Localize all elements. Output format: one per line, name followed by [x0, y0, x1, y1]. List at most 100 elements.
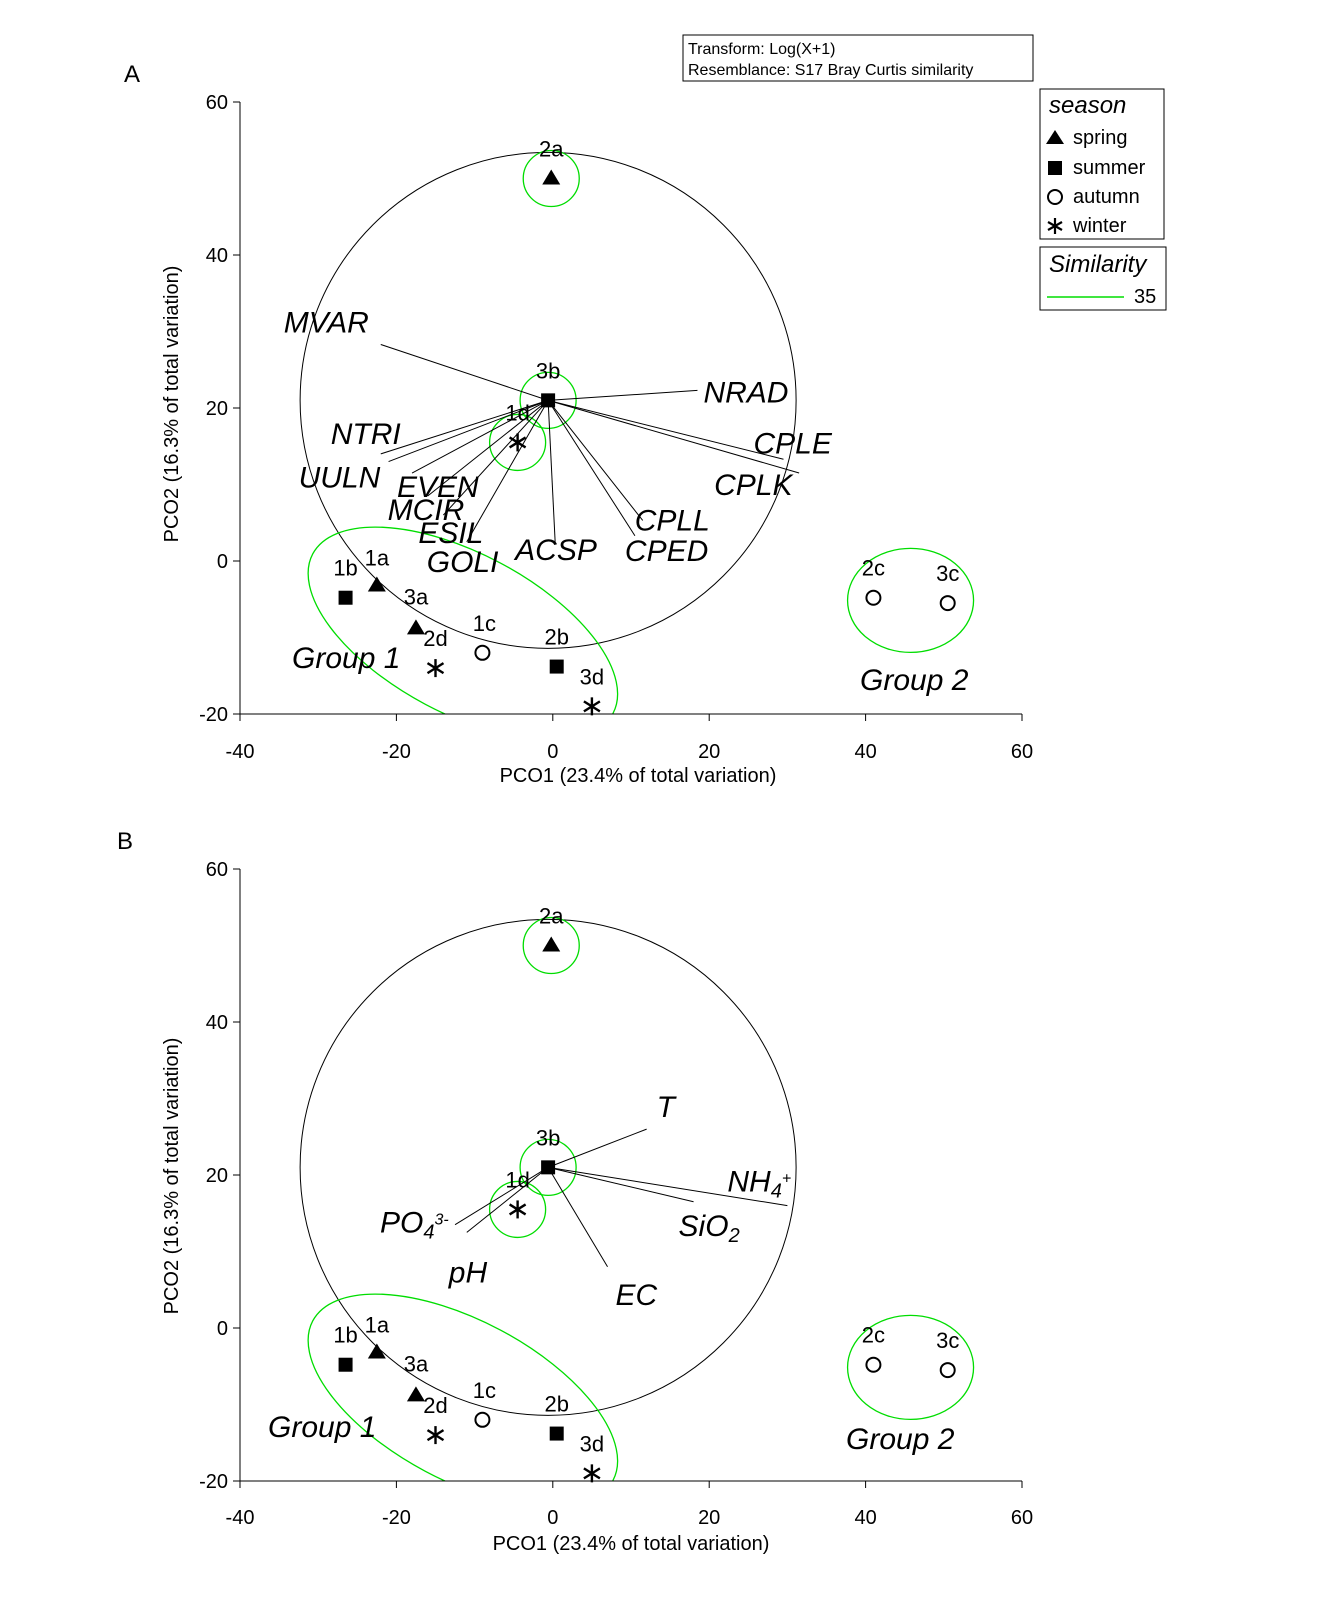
transform-text: Transform: Log(X+1)	[688, 41, 835, 58]
panel-b-group-1-label: Group 1	[268, 1411, 376, 1444]
panel-b-point-3a	[406, 1386, 425, 1402]
panel-b-point-1d	[508, 1200, 527, 1219]
panel-a-vector-cpll	[547, 400, 644, 521]
panel-a-vector-label-mcir: MCIR	[388, 494, 465, 527]
similarity-title: Similarity	[1049, 251, 1148, 278]
panel-b-similarity-contour	[307, 1293, 619, 1481]
panel-b-vector-po43	[454, 1166, 549, 1226]
panel-a-vector-label-goli: GOLI	[427, 546, 499, 579]
panel-a-point-1c	[474, 644, 491, 661]
panel-b-vector-label-nh4: NH4+	[727, 1166, 791, 1203]
panel-a-vector-goli	[466, 400, 549, 543]
panel-a-x-tick-label: -20	[382, 741, 411, 763]
panel-a-point-label-1d: 1d	[505, 400, 529, 425]
panel-b-point-2d	[426, 1426, 445, 1445]
panel-b: 60 40 20 0 -20 -40 -20 0 20 40 60 T NH4+ SiO2 EC PO43-…	[161, 859, 1033, 1555]
panel-a-vector-label-ntri: NTRI	[331, 418, 401, 451]
panel-a-point-label-3c: 3c	[936, 561, 959, 586]
panel-b-x-tick-label: 40	[854, 1507, 876, 1529]
panel-b-point-3b	[541, 1160, 556, 1175]
panel-a-x-tick-label: 60	[1011, 741, 1033, 763]
panel-a-y-tick-label: 60	[206, 92, 228, 114]
panel-a-point-label-1a: 1a	[365, 545, 390, 570]
panel-b-vector-label-t: T	[657, 1091, 678, 1124]
panel-b-vector-sio2	[547, 1166, 694, 1203]
panel-b-point-3c	[939, 1362, 956, 1379]
legend-square-icon	[1048, 161, 1062, 175]
panel-b-correlation-circle	[299, 918, 797, 1416]
panel-a-point-label-3a: 3a	[404, 584, 429, 609]
panel-a-point-label-3b: 3b	[536, 358, 560, 383]
panel-a-vector-cplk	[547, 399, 800, 474]
panel-a-point-label-2d: 2d	[423, 626, 447, 651]
panel-b-vector-label-ph: pH	[448, 1256, 488, 1289]
panel-a-similarity-contour	[488, 413, 547, 472]
panel-b-vector-label-sio2: SiO2	[679, 1210, 740, 1247]
legend-triangle-icon	[1046, 130, 1064, 144]
panel-b-point-3d	[583, 1464, 601, 1483]
panel-a-vector-label-esil: ESIL	[418, 517, 483, 550]
panel-b-similarity-contour	[519, 1138, 577, 1196]
panel-a-vectors: MVARNRADCPLECPLKCPLLCPEDACSPNTRIUULNEVEN…	[284, 307, 833, 579]
panel-b-vector-label-po43: PO43-	[380, 1207, 449, 1244]
panel-a-points: 2a 3b 1d 1b 1a 3a 2d 1c 2b 3d 2c 3c	[333, 137, 959, 716]
panel-a-point-1b	[338, 590, 353, 605]
panel-a-point-label-2c: 2c	[862, 556, 885, 581]
panel-a-x-axis-label: PCO1 (23.4% of total variation)	[500, 765, 777, 787]
legend-title: season	[1049, 92, 1126, 119]
panel-b-group-2-label: Group 2	[846, 1423, 955, 1456]
panel-b-point-1c	[474, 1411, 491, 1428]
panel-a-point-3d	[583, 697, 601, 716]
panel-a-point-label-2b: 2b	[544, 625, 568, 650]
panel-label-b: B	[117, 828, 133, 855]
panel-a-vector-label-nrad: NRAD	[703, 376, 788, 409]
panel-a-correlation-circle	[299, 151, 797, 649]
panel-a-point-3b	[541, 393, 556, 408]
panel-a-x-tick-label: 40	[854, 741, 876, 763]
panel-b-point-label-3b: 3b	[536, 1125, 560, 1150]
panel-a-vector-even	[411, 399, 549, 474]
panel-a-axes: 60 40 20 0 -20 -40 -20 0 20 40 60	[199, 92, 1033, 763]
panel-b-vector-ec	[547, 1167, 608, 1268]
panel-a-vector-esil	[442, 400, 549, 516]
panel-b-similarity-contour	[846, 1314, 975, 1421]
similarity-legend: Similarity 35	[1039, 246, 1167, 311]
legend-circle-icon	[1047, 189, 1063, 205]
panel-a-vector-cped	[547, 400, 636, 537]
panel-a-point-3c	[939, 595, 956, 612]
panel-a-x-tick-label: 0	[547, 741, 558, 763]
panel-b-x-tick-label: 20	[698, 1507, 720, 1529]
panel-a-point-2d	[426, 659, 445, 678]
panel-label-a: A	[124, 61, 140, 88]
panel-a-vector-label-mvar: MVAR	[284, 307, 369, 340]
similarity-value: 35	[1134, 286, 1156, 308]
panel-b-y-axis-label: PCO2 (16.3% of total variation)	[161, 1038, 183, 1315]
panel-b-point-label-2c: 2c	[862, 1323, 885, 1348]
panel-b-x-tick-label: 60	[1011, 1507, 1033, 1529]
panel-a: 60 40 20 0 -20 -40 -20 0 20 40 60 MVAR NRAD CPLE CPLK…	[161, 92, 1033, 787]
panel-a-y-tick-label: 20	[206, 398, 228, 420]
panel-a-decorations	[299, 149, 975, 714]
panel-a-point-label-1b: 1b	[333, 556, 357, 581]
legend-item-spring: spring	[1073, 127, 1127, 149]
panel-a-point-3a	[406, 619, 425, 635]
panel-a-point-1d	[508, 433, 527, 452]
panel-b-similarity-contour	[522, 916, 580, 975]
panel-a-group-1-label: Group 1	[292, 642, 400, 675]
panel-b-point-2a	[542, 936, 561, 952]
panel-a-point-label-2a: 2a	[539, 137, 564, 162]
panel-b-point-label-1d: 1d	[505, 1167, 529, 1192]
panel-b-point-label-2a: 2a	[539, 904, 564, 929]
panel-b-vector-ph	[466, 1166, 549, 1233]
panel-a-point-2a	[542, 169, 561, 185]
panel-b-point-1a	[367, 1343, 386, 1359]
panel-a-y-tick-label: -20	[199, 704, 228, 726]
panel-b-x-tick-label: -40	[226, 1507, 255, 1529]
panel-b-point-label-2d: 2d	[423, 1393, 447, 1418]
panel-a-vector-label-uuln: UULN	[299, 462, 381, 495]
panel-b-point-label-3d: 3d	[580, 1431, 604, 1456]
legend-asterisk-icon	[1047, 218, 1063, 234]
panel-b-point-label-3c: 3c	[936, 1328, 959, 1353]
panel-a-similarity-contour	[307, 526, 619, 714]
